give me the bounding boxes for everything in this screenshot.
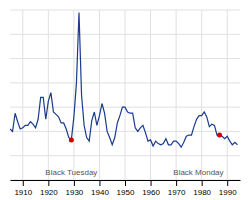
x-tick-mark bbox=[48, 180, 49, 186]
x-tick-mark bbox=[74, 180, 75, 186]
x-tick-label: 1930 bbox=[65, 188, 83, 197]
grid-line-x bbox=[227, 10, 228, 180]
x-tick-mark bbox=[176, 180, 177, 186]
x-tick-label: 1970 bbox=[168, 188, 186, 197]
x-tick: 1970 bbox=[168, 180, 186, 197]
grid-line-x bbox=[125, 10, 126, 180]
x-tick-label: 1920 bbox=[40, 188, 58, 197]
x-tick: 1930 bbox=[65, 180, 83, 197]
grid-line-x bbox=[99, 10, 100, 180]
annotation-dot bbox=[69, 137, 74, 142]
annotations: Black Tuesday Black Monday bbox=[45, 168, 223, 177]
line bbox=[10, 12, 237, 147]
x-tick-mark bbox=[23, 180, 24, 186]
x-tick-label: 1910 bbox=[14, 188, 32, 197]
grid-line-x bbox=[150, 10, 151, 180]
x-tick: 1940 bbox=[91, 180, 109, 197]
x-tick: 1960 bbox=[142, 180, 160, 197]
x-tick-label: 1950 bbox=[117, 188, 135, 197]
x-tick: 1920 bbox=[40, 180, 58, 197]
x-tick: 1910 bbox=[14, 180, 32, 197]
grid-line-x bbox=[73, 10, 74, 180]
x-tick-mark bbox=[99, 180, 100, 186]
grid bbox=[10, 10, 240, 180]
annotation-label: Black Monday bbox=[173, 168, 223, 177]
x-tick-mark bbox=[125, 180, 126, 186]
plot-area: 1910 1920 1930 1940 1950 1960 1970 1980 1990 Blac… bbox=[10, 10, 241, 197]
grid-line-x bbox=[48, 10, 49, 180]
x-tick-label: 1990 bbox=[219, 188, 237, 197]
x-tick-mark bbox=[202, 180, 203, 186]
x-tick-mark bbox=[151, 180, 152, 186]
x-tick-label: 1960 bbox=[142, 188, 160, 197]
chart-container: 1910 1920 1930 1940 1950 1960 1970 1980 1990 Blac… bbox=[0, 0, 250, 200]
x-tick: 1950 bbox=[117, 180, 135, 197]
x-tick: 1990 bbox=[219, 180, 237, 197]
annotation-dot bbox=[217, 133, 222, 138]
marks bbox=[10, 12, 237, 147]
grid-line-x bbox=[176, 10, 177, 180]
chart: 1910 1920 1930 1940 1950 1960 1970 1980 1990 Blac… bbox=[0, 0, 250, 200]
x-tick-label: 1940 bbox=[91, 188, 109, 197]
x-tick-label: 1980 bbox=[193, 188, 211, 197]
annotation-label: Black Tuesday bbox=[45, 168, 97, 177]
x-tick: 1980 bbox=[193, 180, 211, 197]
grid-line-x bbox=[201, 10, 202, 180]
x-tick-mark bbox=[227, 180, 228, 186]
x-axis: 1910 1920 1930 1940 1950 1960 1970 1980 1990 bbox=[11, 180, 241, 197]
grid-line-x bbox=[22, 10, 23, 180]
